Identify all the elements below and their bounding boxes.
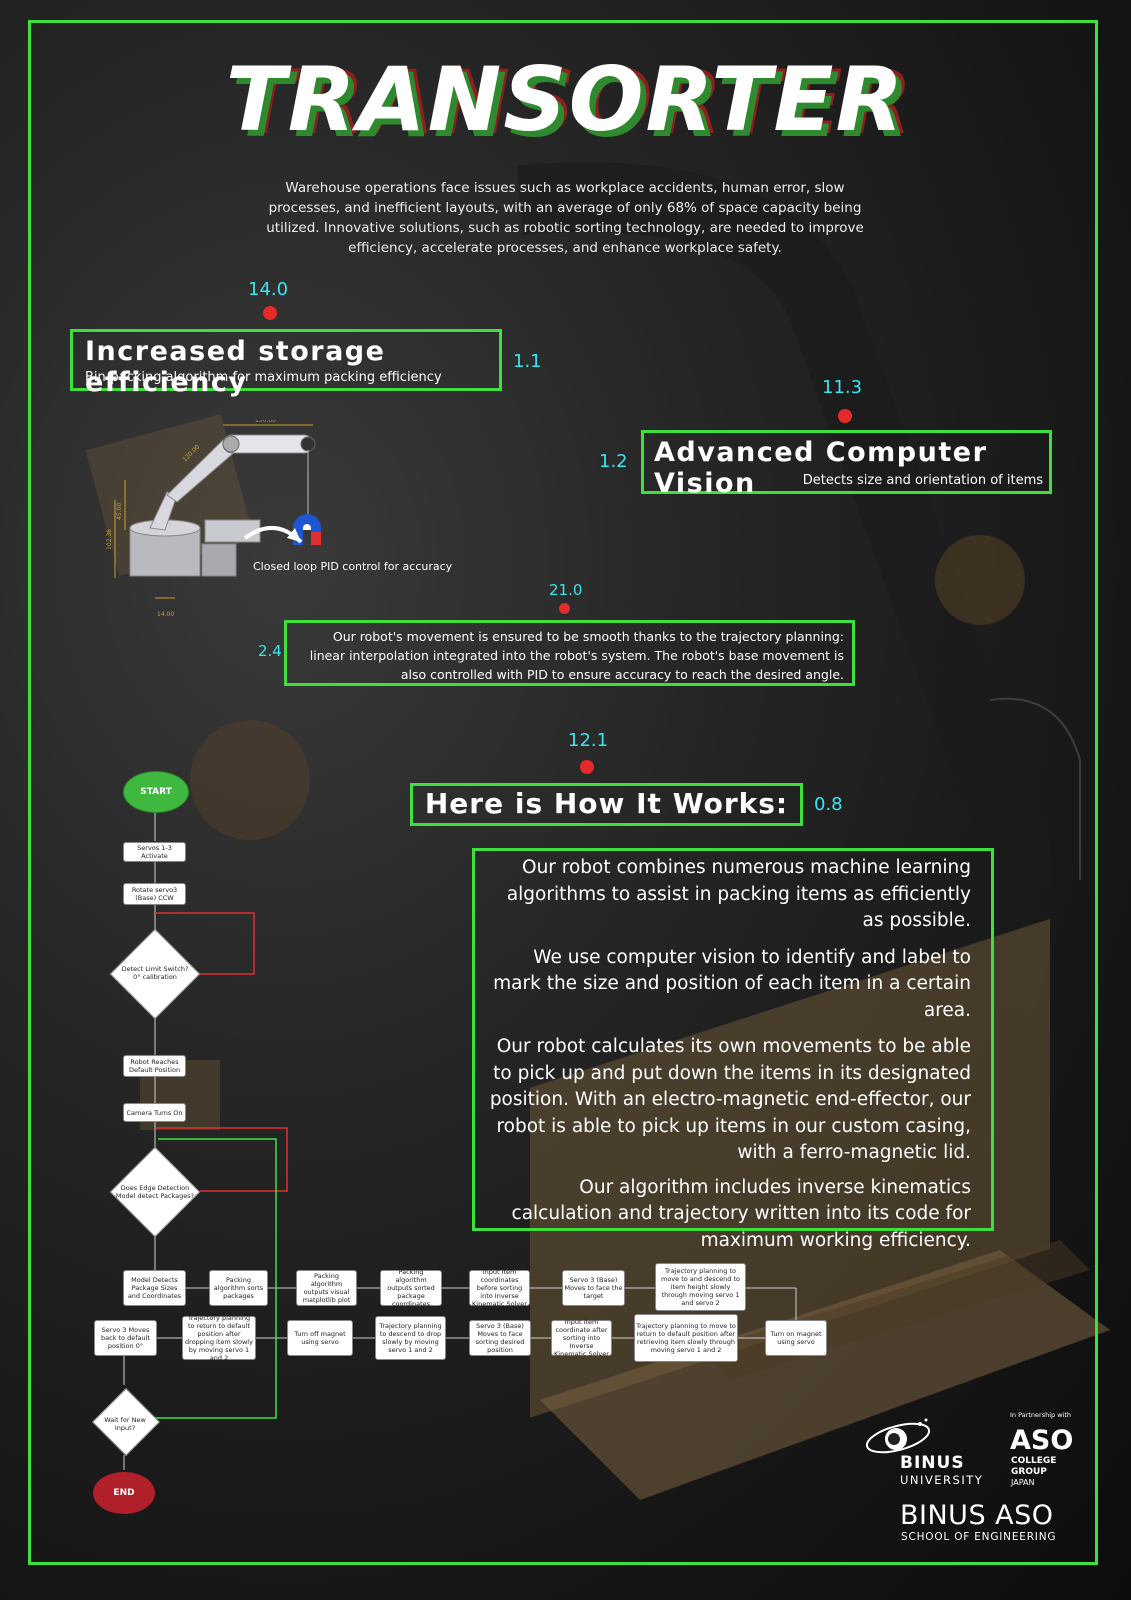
how-paragraph: We use computer vision to identify and l… [493, 946, 971, 1021]
how-body: Our robot combines numerous machine lear… [472, 848, 994, 1251]
flow-step: Servo 3 Moves back to default position 0… [94, 1320, 157, 1356]
flow-step: Servos 1-3 Activate [123, 842, 186, 862]
marker-value: 12.1 [568, 730, 609, 751]
marker-value: 2.4 [258, 642, 282, 660]
marker-value: 21.0 [549, 581, 583, 599]
flow-step: Servo 3 (Base) Moves to face sorting des… [469, 1320, 531, 1356]
flow-step: Robot Reaches Default Position [123, 1055, 186, 1077]
vision-subtitle: Detects size and orientation of items [802, 473, 1043, 488]
how-paragraph: Our algorithm includes inverse kinematic… [511, 1176, 971, 1251]
flow-step: Trajectory planning to move to and desce… [655, 1263, 746, 1311]
start-node: START [123, 771, 189, 813]
marker-dot [559, 603, 570, 614]
storage-box: Increased storage efficiency Bin-packing… [70, 329, 502, 398]
binus-logo-subtext: UNIVERSITY [900, 1473, 984, 1487]
flow-step: Trajectory planning to descend to drop s… [375, 1316, 446, 1360]
flow-step: Trajectory planning to return to default… [182, 1314, 256, 1362]
flow-step: Packing algorithm sorts packages [209, 1270, 268, 1306]
decision-label: Detect Limit Switch? 0° calibration [121, 965, 189, 981]
flow-step: Input item coordinate after sorting into… [551, 1318, 612, 1358]
trajectory-box: Our robot's movement is ensured to be sm… [284, 620, 855, 686]
marker-value: 0.8 [814, 794, 843, 815]
aso-japan: JAPAN [1011, 1478, 1035, 1487]
aso-group: GROUP [1011, 1467, 1047, 1477]
page-frame [28, 20, 1098, 1565]
intro-text: Warehouse operations face issues such as… [266, 180, 864, 256]
vision-box: Advanced Computer Vision Detects size an… [641, 430, 1052, 499]
binus-logo-text: BINUS [900, 1453, 965, 1473]
flow-step: Input item coordinates before sorting in… [469, 1268, 530, 1308]
aso-college: COLLEGE [1011, 1456, 1057, 1466]
how-paragraph: Our robot calculates its own movements t… [489, 1036, 971, 1163]
flow-step: Packing algorithm outputs visual matplot… [296, 1270, 357, 1306]
flow-step: Rotate servo3 (Base) CCW [123, 883, 186, 905]
marker-value: 1.1 [513, 351, 542, 372]
aso-logo-text: ASO [1010, 1425, 1074, 1456]
marker-dot [263, 306, 277, 320]
flow-step: Trajectory planning to move to return to… [634, 1314, 738, 1362]
flow-step: Camera Turns On [123, 1103, 186, 1122]
flow-step: Turn on magnet using servo [765, 1320, 827, 1356]
decision-label: Wait for New Input? [104, 1416, 146, 1432]
storage-title: Increased storage efficiency [85, 336, 386, 398]
flow-step: Turn off magnet using servo [287, 1320, 353, 1356]
partnership-label: In Partnership with [1010, 1411, 1072, 1419]
how-heading: Here is How It Works: [410, 783, 803, 826]
storage-subtitle: Bin-packing algorithm for maximum packin… [85, 370, 442, 385]
flow-step: Servo 3 (Base) Moves to face the target [562, 1270, 625, 1306]
flow-step: Model Detects Package Sizes and Coordina… [123, 1270, 186, 1306]
marker-dot [838, 409, 852, 423]
marker-value: 1.2 [599, 451, 628, 472]
school-logo-subtext: SCHOOL OF ENGINEERING [901, 1531, 1057, 1543]
marker-value: 11.3 [822, 377, 863, 398]
aso-logo-subtext: COLLEGE GROUP [1011, 1456, 1056, 1478]
flow-step: Packing algorithm outputs sorted package… [380, 1268, 442, 1308]
marker-value: 14.0 [248, 279, 289, 300]
page-title: TRANSORTER [225, 48, 906, 151]
vision-title: Advanced Computer Vision [654, 437, 988, 499]
how-paragraph: Our robot combines numerous machine lear… [506, 857, 971, 931]
school-logo-text: BINUS ASO [900, 1500, 1054, 1531]
decision-label: Does Edge Detection Model detect Package… [115, 1184, 195, 1200]
arm-caption: Closed loop PID control for accuracy [253, 560, 453, 573]
marker-dot [580, 760, 594, 774]
end-node: END [93, 1472, 155, 1514]
